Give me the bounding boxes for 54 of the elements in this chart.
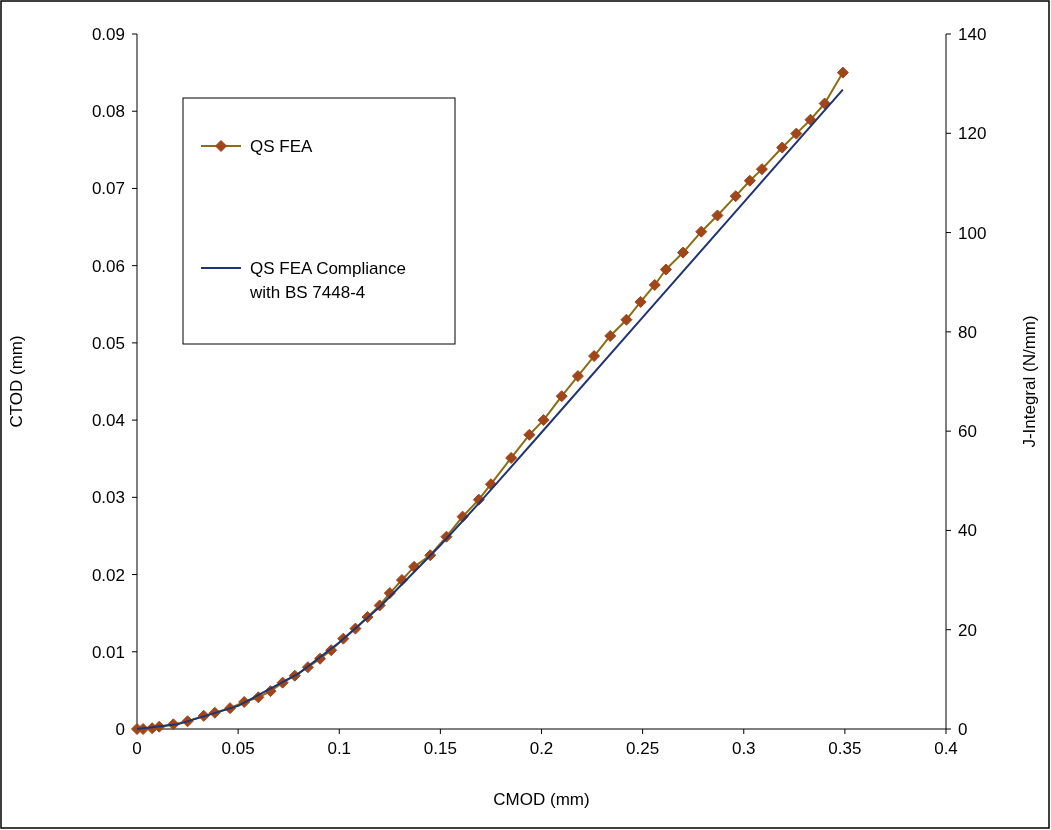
point [588, 350, 601, 363]
y-tick-label: 0.01 [91, 642, 125, 662]
point [523, 428, 536, 441]
y-tick-label: 0.08 [91, 102, 125, 122]
point [818, 97, 831, 110]
point [537, 414, 550, 427]
y2-tick-label: 100 [958, 223, 987, 243]
point [695, 225, 708, 238]
point [505, 451, 518, 464]
point [648, 278, 661, 291]
y2-tick-label: 80 [958, 322, 977, 342]
point [743, 174, 756, 187]
point [729, 190, 742, 203]
x-tick-label: 0.05 [221, 739, 255, 758]
legend-label: QS FEA Compliance with BS 7448-4 [249, 259, 406, 302]
y2-tick-label: 0 [958, 720, 968, 739]
x-tick-label: 0.35 [828, 739, 862, 758]
x-tick-label: 0.25 [626, 739, 660, 758]
point [711, 209, 724, 222]
legend-label: QS FEA [250, 137, 314, 156]
y2-tick-label: 60 [958, 422, 977, 442]
y-tick-label: 0.09 [91, 25, 125, 44]
x-tick-label: 0.2 [529, 739, 554, 758]
x-axis-title: CMOD (mm) [493, 790, 590, 809]
x-tick-label: 0.1 [327, 739, 352, 758]
y-tick-label: 0.04 [91, 411, 125, 431]
y-tick-label: 0.07 [91, 179, 125, 199]
x-tick-label: 0.4 [934, 739, 958, 758]
point [571, 370, 584, 383]
point [620, 313, 633, 326]
x-tick-label: 0 [132, 739, 142, 758]
y-tick-label: 0.06 [91, 256, 125, 276]
point [776, 141, 789, 154]
y-tick-label: 0.02 [91, 565, 125, 585]
y-tick-label: 0.05 [91, 333, 125, 353]
y2-tick-label: 120 [958, 124, 987, 144]
y2-tick-label: 140 [958, 25, 987, 44]
x-tick-label: 0.3 [731, 739, 756, 758]
x-tick-label: 0.15 [423, 739, 457, 758]
point [659, 263, 672, 276]
y2-axis-title: J-Integral (N/mm) [1020, 315, 1039, 448]
point [634, 295, 647, 308]
y-tick-label: 0 [115, 720, 125, 739]
point [790, 127, 803, 140]
point [677, 246, 690, 259]
y2-tick-label: 40 [958, 521, 977, 541]
y-axis-title: CTOD (mm) [7, 335, 26, 428]
point [604, 329, 617, 342]
y2-tick-label: 20 [958, 620, 977, 640]
point [755, 163, 768, 176]
point [804, 113, 817, 126]
point [555, 390, 568, 403]
point [836, 66, 849, 79]
y-tick-label: 0.03 [91, 488, 125, 508]
